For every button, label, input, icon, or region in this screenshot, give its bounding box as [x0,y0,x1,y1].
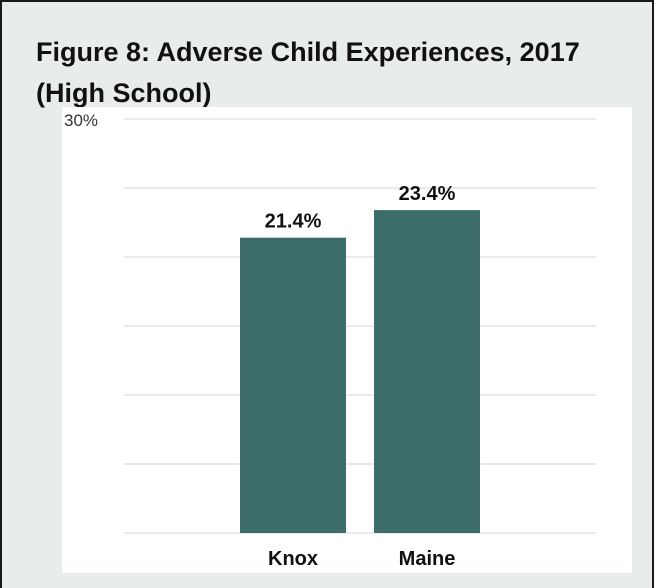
x-tick-label: Knox [268,548,318,570]
x-tick-label: Maine [399,548,456,570]
y-tick-label: 30% [64,111,98,130]
bar-knox [240,237,346,533]
figure-title: Figure 8: Adverse Child Experiences, 201… [36,37,580,108]
data-label: 23.4% [399,183,456,205]
bar-maine [374,210,480,533]
bar-chart: 30% 21.4% Knox 23.4% Maine [64,111,596,570]
chart-panel: 30% 21.4% Knox 23.4% Maine [62,107,632,573]
data-label: 21.4% [265,211,322,233]
